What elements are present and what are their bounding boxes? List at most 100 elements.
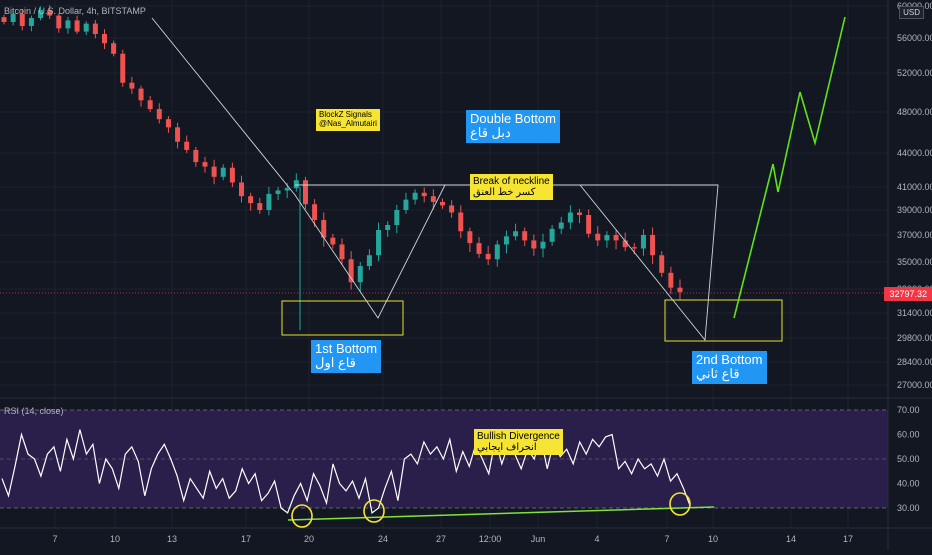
rsi-legend: RSI (14, close) [4, 406, 64, 416]
price-tick-label: 35000.00 [897, 257, 932, 267]
candle-body [220, 167, 226, 177]
time-tick-label: 17 [843, 534, 853, 544]
double-bottom-ar: دبل قاع [470, 125, 511, 141]
neckline-en: Break of neckline [473, 176, 550, 187]
candle-body [83, 23, 89, 32]
signals-annotation: BlockZ Signals @Nas_Almutairi [316, 109, 380, 131]
candle-body [385, 225, 391, 230]
candle-body [577, 212, 583, 215]
first-bottom-en: 1st Bottom [315, 341, 378, 356]
first-bottom-zone [281, 300, 404, 336]
candle-body [120, 53, 126, 83]
candle-body [522, 231, 528, 241]
candle-body [439, 201, 445, 206]
candle-body [549, 228, 555, 242]
candle-body [640, 235, 646, 249]
candle-body [165, 119, 171, 128]
candle-body [650, 235, 656, 256]
candle-body [56, 15, 62, 29]
candle-body [467, 231, 473, 244]
candle-body [659, 255, 665, 273]
candle-body [184, 141, 190, 150]
candle-body [266, 193, 272, 210]
candle-body [586, 215, 592, 234]
projection-line [733, 16, 846, 319]
candle-body [74, 20, 80, 32]
candle-body [339, 244, 345, 260]
time-tick-label: 4 [594, 534, 599, 544]
candle-body [248, 196, 254, 204]
candle-body [513, 231, 519, 237]
candle-body [47, 10, 53, 16]
candle-body [540, 241, 546, 249]
candle-body [348, 259, 354, 283]
second-bottom-en: 2nd Bottom [696, 352, 763, 367]
candle-body [19, 14, 25, 26]
price-tick-label: 28400.00 [897, 357, 932, 367]
candle-body [394, 210, 400, 225]
candle-body [211, 166, 217, 177]
price-tick-label: 56000.00 [897, 33, 932, 43]
candle-body [65, 20, 71, 29]
divergence-ar: انحراف ايجابي [477, 442, 537, 453]
candle-body [449, 205, 455, 213]
currency-label[interactable]: USD [899, 6, 924, 19]
time-tick-label: 12:00 [479, 534, 502, 544]
candle-body [284, 188, 290, 191]
time-tick-label: 7 [664, 534, 669, 544]
neckline-annotation: Break of neckline كسر خط العنق [470, 174, 553, 200]
price-tick-label: 52000.00 [897, 68, 932, 78]
candle-body [376, 230, 382, 256]
candle-body [193, 149, 199, 163]
rsi-series-line [1, 429, 691, 514]
signals-line1: BlockZ Signals [319, 110, 372, 119]
rsi-tick-label: 70.00 [897, 405, 920, 415]
time-tick-label: 13 [167, 534, 177, 544]
candle-body [138, 88, 144, 101]
candle-body [458, 212, 464, 232]
double-bottom-annotation: Double Bottom دبل قاع [466, 110, 560, 143]
rsi-tick-label: 40.00 [897, 479, 920, 489]
candle-body [28, 18, 34, 26]
candle-body [613, 235, 619, 241]
candle-body [357, 266, 363, 283]
candle-body [558, 222, 564, 229]
candle-body [312, 204, 318, 220]
divergence-annotation: Bullish Divergence انحراف ايجابي [474, 429, 563, 455]
candle-body [567, 212, 573, 223]
divergence-en: Bullish Divergence [477, 431, 560, 442]
chart-title: Bitcoin / U.S. Dollar, 4h, BITSTAMP [4, 6, 146, 16]
candle-body [485, 253, 491, 260]
price-tick-label: 39000.00 [897, 205, 932, 215]
candle-body [257, 203, 263, 210]
candle-body [503, 236, 509, 245]
divergence-circle-2 [669, 492, 691, 516]
candle-body [239, 182, 245, 197]
candle-body [494, 244, 500, 260]
candle-body [175, 127, 181, 142]
time-tick-label: 24 [378, 534, 388, 544]
rsi-tick-label: 50.00 [897, 454, 920, 464]
candle-body [403, 199, 409, 210]
time-tick-label: 17 [241, 534, 251, 544]
candle-body [10, 14, 16, 22]
candle-body [366, 255, 372, 267]
signals-line2: @Nas_Almutairi [319, 118, 377, 128]
divergence-circle-0 [291, 504, 313, 528]
price-tick-label: 44000.00 [897, 148, 932, 158]
candle-body [1, 17, 7, 22]
price-tick-label: 31400.00 [897, 308, 932, 318]
price-tick-label: 48000.00 [897, 107, 932, 117]
candle-body [631, 247, 637, 249]
second-bottom-ar: قاع ثاني [696, 366, 740, 382]
time-tick-label: 14 [786, 534, 796, 544]
candle-body [111, 43, 117, 54]
candle-body [604, 235, 610, 241]
candle-body [101, 34, 107, 44]
candle-body [92, 23, 98, 34]
time-tick-label: 20 [304, 534, 314, 544]
last-price-tag: 32797.32 [884, 287, 932, 301]
second-bottom-zone [664, 299, 783, 342]
candle-body [293, 180, 299, 189]
